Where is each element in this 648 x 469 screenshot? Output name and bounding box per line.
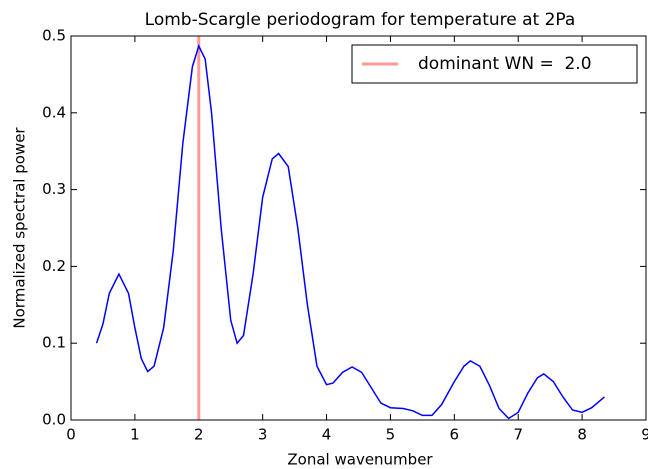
y-tick-label: 0.3 (42, 180, 66, 198)
legend-label: dominant WN = 2.0 (418, 54, 592, 74)
y-tick-label: 0.0 (42, 411, 66, 429)
x-tick-label: 1 (130, 426, 140, 444)
x-tick-label: 9 (641, 426, 648, 444)
x-tick-label: 0 (66, 426, 76, 444)
x-tick-label: 2 (194, 426, 204, 444)
x-tick-label: 7 (513, 426, 523, 444)
legend-box (351, 44, 638, 84)
y-tick-label: 0.5 (42, 27, 66, 45)
x-axis-label: Zonal wavenumber (287, 451, 433, 469)
y-tick-label: 0.4 (42, 103, 66, 121)
y-axis-label: Normalized spectral power (11, 127, 29, 329)
data-line (95, 43, 605, 420)
x-tick-label: 4 (322, 426, 332, 444)
x-tick-label: 8 (577, 426, 587, 444)
x-tick-label: 5 (386, 426, 396, 444)
x-tick-label: 3 (258, 426, 268, 444)
plot-frame (70, 35, 647, 421)
y-tick-label: 0.2 (42, 257, 66, 275)
x-tick-label: 6 (450, 426, 460, 444)
chart-title: Lomb-Scargle periodogram for temperature… (145, 10, 576, 30)
y-tick-label: 0.1 (42, 334, 66, 352)
